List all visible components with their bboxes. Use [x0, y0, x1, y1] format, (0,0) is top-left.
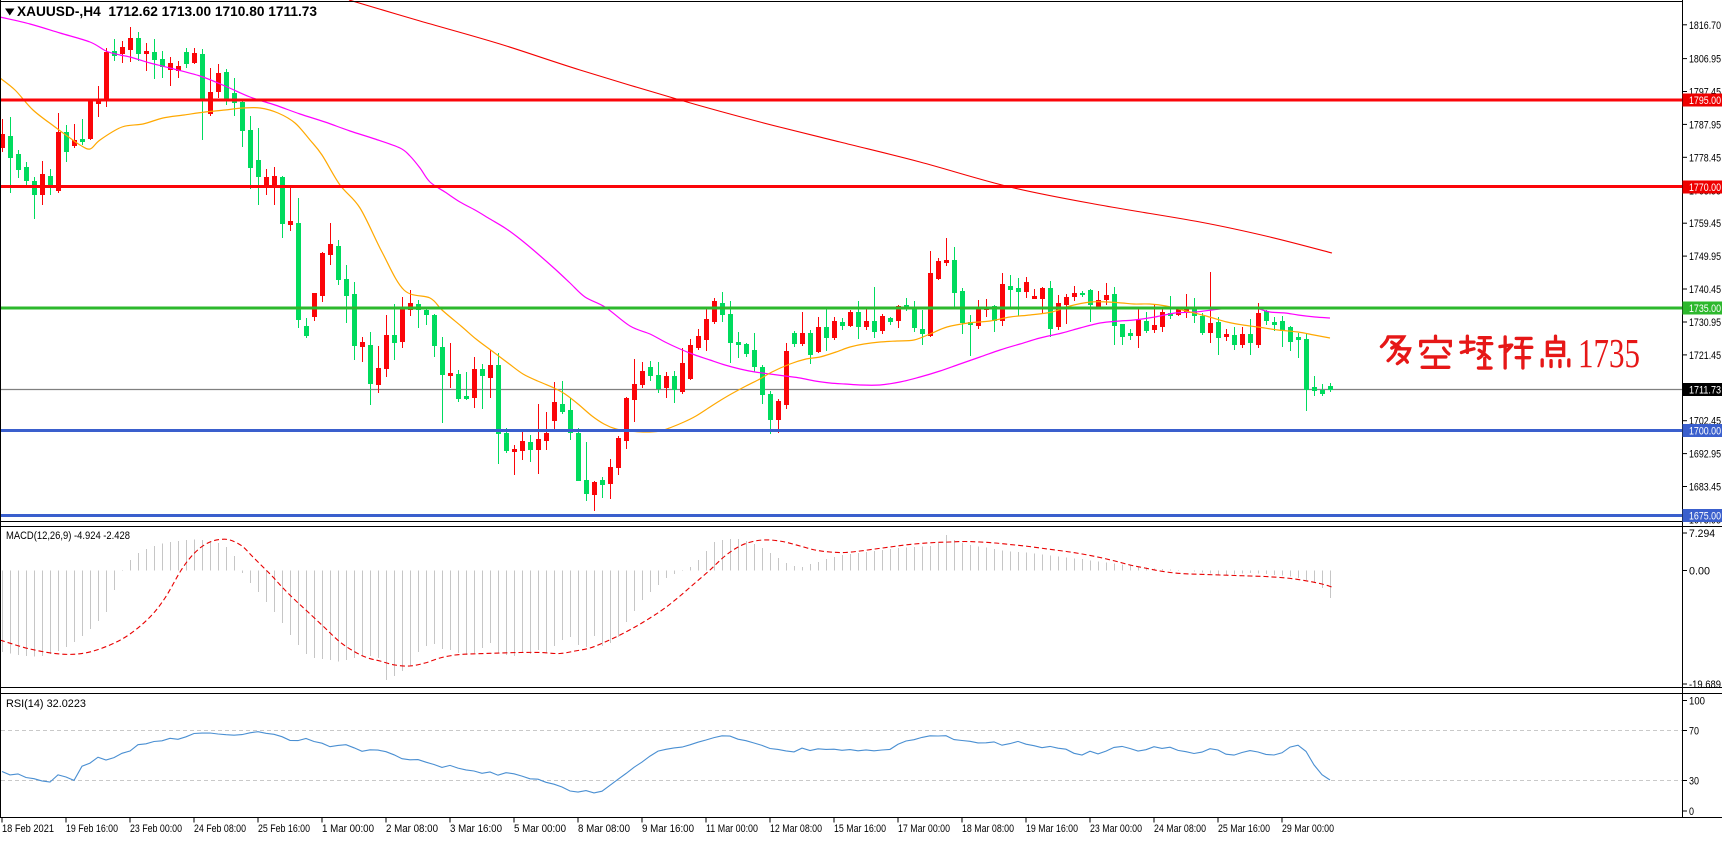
svg-text:5 Mar 00:00: 5 Mar 00:00: [514, 823, 566, 835]
svg-text:11 Mar 00:00: 11 Mar 00:00: [706, 823, 758, 835]
svg-text:1749.95: 1749.95: [1689, 251, 1721, 263]
svg-text:24 Mar 08:00: 24 Mar 08:00: [1154, 823, 1206, 835]
svg-text:1740.45: 1740.45: [1689, 284, 1721, 296]
svg-text:70: 70: [1689, 726, 1699, 738]
svg-text:1735: 1735: [1578, 330, 1640, 376]
svg-text:0.00: 0.00: [1689, 566, 1710, 578]
svg-text:18 Mar 08:00: 18 Mar 08:00: [962, 823, 1014, 835]
svg-text:19 Feb 16:00: 19 Feb 16:00: [66, 823, 118, 835]
svg-text:-19.689: -19.689: [1689, 679, 1721, 691]
svg-text:1759.45: 1759.45: [1689, 218, 1721, 230]
svg-text:18 Feb 2021: 18 Feb 2021: [2, 823, 54, 835]
svg-text:23 Feb 00:00: 23 Feb 00:00: [130, 823, 182, 835]
svg-text:29 Mar 00:00: 29 Mar 00:00: [1282, 823, 1334, 835]
svg-text:1730.95: 1730.95: [1689, 317, 1721, 329]
svg-text:2 Mar 08:00: 2 Mar 08:00: [386, 823, 438, 835]
svg-text:XAUUSD-,H4 1712.62 1713.00 17: XAUUSD-,H4 1712.62 1713.00 1710.80 1711.…: [17, 4, 317, 19]
svg-text:3 Mar 16:00: 3 Mar 16:00: [450, 823, 502, 835]
svg-text:1711.73: 1711.73: [1689, 385, 1721, 397]
svg-text:1795.00: 1795.00: [1689, 95, 1721, 107]
svg-text:12 Mar 08:00: 12 Mar 08:00: [770, 823, 822, 835]
svg-text:15 Mar 16:00: 15 Mar 16:00: [834, 823, 886, 835]
svg-text:1 Mar 00:00: 1 Mar 00:00: [322, 823, 374, 835]
svg-text:9 Mar 16:00: 9 Mar 16:00: [642, 823, 694, 835]
svg-text:17 Mar 00:00: 17 Mar 00:00: [898, 823, 950, 835]
svg-text:1778.45: 1778.45: [1689, 152, 1721, 164]
svg-text:RSI(14) 32.0223: RSI(14) 32.0223: [6, 698, 86, 710]
svg-text:24 Feb 08:00: 24 Feb 08:00: [194, 823, 246, 835]
svg-text:25 Feb 16:00: 25 Feb 16:00: [258, 823, 310, 835]
svg-text:1735.00: 1735.00: [1689, 303, 1721, 315]
svg-text:1787.95: 1787.95: [1689, 119, 1721, 131]
svg-text:1700.00: 1700.00: [1689, 426, 1721, 438]
svg-text:25 Mar 16:00: 25 Mar 16:00: [1218, 823, 1270, 835]
svg-text:1683.45: 1683.45: [1689, 482, 1721, 494]
svg-text:19 Mar 16:00: 19 Mar 16:00: [1026, 823, 1078, 835]
svg-text:1806.95: 1806.95: [1689, 54, 1721, 66]
svg-text:100: 100: [1689, 696, 1705, 708]
svg-text:1675.00: 1675.00: [1689, 511, 1721, 523]
svg-text:23 Mar 00:00: 23 Mar 00:00: [1090, 823, 1142, 835]
svg-text:1816.70: 1816.70: [1689, 20, 1721, 32]
svg-text:8 Mar 08:00: 8 Mar 08:00: [578, 823, 630, 835]
svg-text:7.294: 7.294: [1689, 528, 1715, 540]
svg-text:1692.95: 1692.95: [1689, 449, 1721, 461]
svg-text:1721.45: 1721.45: [1689, 350, 1721, 362]
svg-text:MACD(12,26,9) -4.924 -2.428: MACD(12,26,9) -4.924 -2.428: [6, 530, 130, 542]
svg-text:1770.00: 1770.00: [1689, 182, 1721, 194]
svg-text:0: 0: [1689, 806, 1694, 818]
svg-text:30: 30: [1689, 776, 1699, 788]
